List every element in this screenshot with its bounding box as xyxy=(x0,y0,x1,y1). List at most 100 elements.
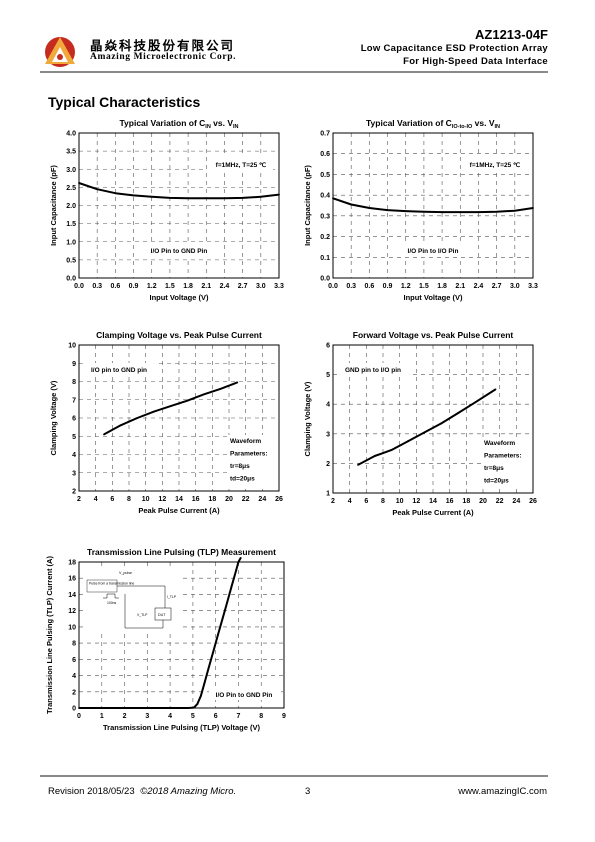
x-tick-label: 4 xyxy=(168,713,172,720)
x-tick-label: 2.1 xyxy=(201,283,211,290)
x-tick-label: 22 xyxy=(242,496,250,503)
data-point xyxy=(241,196,244,199)
footer-revision: Revision 2018/05/23 ©2018 Amazing Micro. xyxy=(48,786,236,797)
x-tick-label: 20 xyxy=(225,496,233,503)
x-tick-label: 0.9 xyxy=(129,283,139,290)
annotation-text: Parameters: xyxy=(230,451,268,458)
y-tick-label: 8 xyxy=(72,641,76,648)
title-part: Typical Variation of C xyxy=(366,118,452,128)
y-tick-label: 3 xyxy=(326,431,330,438)
annotation-text: f=1MHz, T=25 ℃ xyxy=(470,161,521,169)
revision-text: Revision 2018/05/23 xyxy=(48,786,135,797)
company-logo xyxy=(45,37,75,67)
title-subscript: IN xyxy=(495,124,501,130)
y-axis-label: Clamping Voltage (V) xyxy=(303,381,312,456)
data-point xyxy=(404,210,407,212)
chart-title: Clamping Voltage vs. Peak Pulse Current xyxy=(96,330,262,340)
data-point xyxy=(441,211,443,214)
y-tick-label: 0.5 xyxy=(66,257,76,264)
footer-rule xyxy=(40,775,548,777)
data-point xyxy=(132,194,135,197)
data-point xyxy=(217,634,219,636)
data-point xyxy=(169,405,172,408)
y-tick-label: 3.5 xyxy=(66,149,76,156)
data-point xyxy=(219,387,222,390)
x-tick-label: 0.6 xyxy=(110,283,120,290)
annotation-box xyxy=(227,435,275,487)
x-axis-label: Transmission Line Pulsing (TLP) Voltage … xyxy=(103,723,260,732)
y-axis-label: Input Capacitance (pF) xyxy=(49,165,58,246)
title-part: Typical Variation of C xyxy=(119,118,205,128)
chart-title: Forward Voltage vs. Peak Pulse Current xyxy=(353,330,514,340)
y-tick-label: 2.5 xyxy=(66,185,76,192)
annotation-text: td=20μs xyxy=(484,478,509,485)
y-tick-label: 0.3 xyxy=(320,213,330,220)
x-tick-label: 6 xyxy=(364,498,368,505)
data-point xyxy=(237,561,240,563)
data-point xyxy=(203,393,205,396)
copyright-text: ©2018 Amazing Micro. xyxy=(140,786,237,797)
annotation-box xyxy=(209,688,281,700)
x-tick-label: 24 xyxy=(512,498,520,505)
x-tick-label: 2.4 xyxy=(220,283,230,290)
y-axis-label: Transmission Line Pulsing (TLP) Current … xyxy=(45,556,54,714)
inset-label: 100ns xyxy=(107,601,117,605)
title-part: vs. V xyxy=(211,118,234,128)
inset-pulse-shape xyxy=(103,593,119,599)
data-point xyxy=(236,381,239,384)
x-tick-label: 26 xyxy=(529,498,537,505)
x-tick-label: 16 xyxy=(192,496,200,503)
y-tick-label: 3.0 xyxy=(66,167,76,174)
x-tick-label: 8 xyxy=(381,498,385,505)
x-tick-label: 2.7 xyxy=(238,283,248,290)
series-line xyxy=(332,197,534,214)
inset-wire xyxy=(124,594,164,629)
y-tick-label: 9 xyxy=(72,361,76,368)
x-tick-label: 1.8 xyxy=(437,283,447,290)
data-point xyxy=(187,197,189,200)
annotation-text: Waveform xyxy=(484,440,515,447)
doc-subtitle-2: For High-Speed Data Interface xyxy=(403,56,548,67)
x-tick-label: 20 xyxy=(479,498,487,505)
data-point xyxy=(78,182,80,184)
y-tick-label: 4 xyxy=(72,673,76,680)
x-tick-label: 0.0 xyxy=(328,283,338,290)
data-point xyxy=(193,706,195,709)
x-tick-label: 2.4 xyxy=(474,283,484,290)
data-point xyxy=(230,585,233,588)
data-point xyxy=(169,196,171,199)
data-point xyxy=(150,195,153,198)
data-point xyxy=(407,440,409,443)
data-point xyxy=(114,192,117,195)
annotation-text: I/O Pin to I/O Pin xyxy=(408,248,459,255)
y-tick-label: 10 xyxy=(68,624,76,631)
y-tick-label: 4 xyxy=(72,452,76,459)
x-tick-label: 6 xyxy=(110,496,114,503)
y-tick-label: 16 xyxy=(68,576,76,583)
data-point xyxy=(136,417,139,419)
y-tick-label: 7 xyxy=(72,397,76,404)
x-tick-label: 3.0 xyxy=(510,283,520,290)
x-tick-label: 14 xyxy=(429,498,437,505)
annotation-text: tr=8μs xyxy=(484,465,504,472)
chart-forward-voltage: Forward Voltage vs. Peak Pulse Current 2 4… xyxy=(303,330,537,517)
x-tick-label: 18 xyxy=(208,496,216,503)
y-tick-label: 2 xyxy=(72,489,76,496)
annotation-text: GND pin to I/O pin xyxy=(345,367,401,374)
x-tick-label: 0.6 xyxy=(364,283,374,290)
x-axis-label: Input Voltage (V) xyxy=(149,293,209,302)
chart-title: Transmission Line Pulsing (TLP) Measurem… xyxy=(87,547,276,557)
y-tick-label: 0.5 xyxy=(320,172,330,179)
x-tick-label: 10 xyxy=(396,498,404,505)
data-point xyxy=(186,399,189,402)
x-tick-label: 3.3 xyxy=(528,283,538,290)
data-point xyxy=(235,569,238,572)
y-tick-label: 0.7 xyxy=(320,131,330,138)
x-tick-label: 1.8 xyxy=(183,283,193,290)
x-tick-label: 1.2 xyxy=(147,283,157,290)
x-tick-label: 3.3 xyxy=(274,283,284,290)
annotation-text: td=20μs xyxy=(230,476,255,483)
title-subscript: IN xyxy=(233,124,239,130)
page-number: 3 xyxy=(305,786,311,797)
data-point xyxy=(473,401,476,404)
